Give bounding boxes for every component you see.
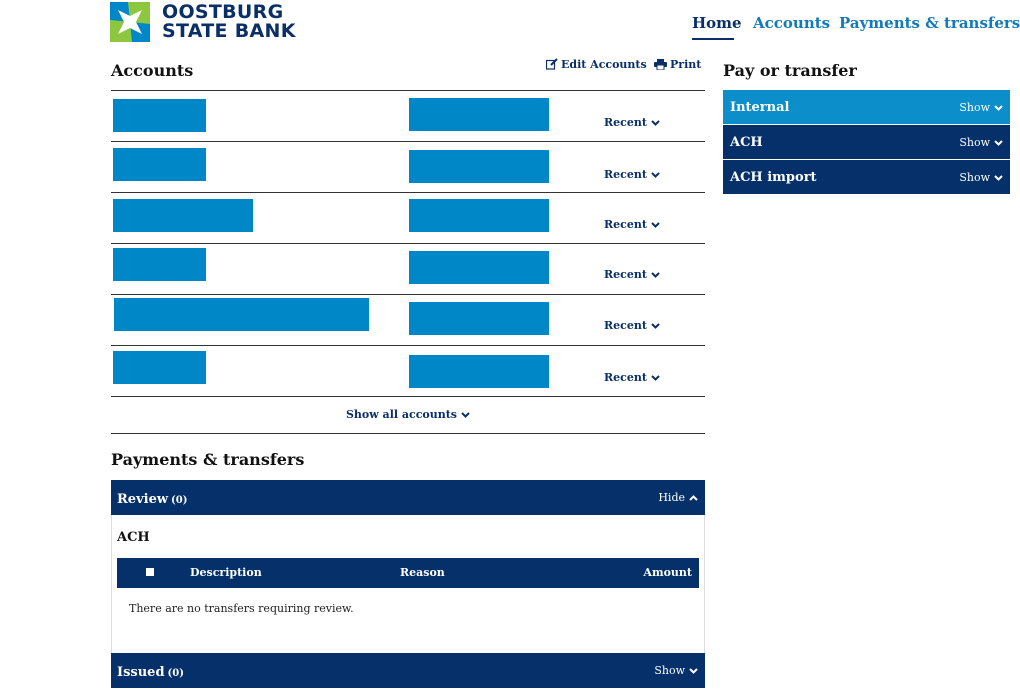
show-all-row: Show all accounts bbox=[111, 396, 705, 434]
edit-accounts-label: Edit Accounts bbox=[561, 58, 647, 71]
bank-name-line2: STATE BANK bbox=[162, 20, 296, 42]
account-balance-redacted bbox=[409, 150, 549, 183]
pay-option-ach-import[interactable]: ACH import Show bbox=[723, 160, 1010, 194]
nav-home[interactable]: Home bbox=[692, 14, 742, 32]
issued-label: Issued bbox=[117, 665, 165, 680]
bank-logo[interactable] bbox=[110, 2, 300, 44]
column-reason[interactable]: Reason bbox=[400, 566, 445, 579]
payments-transfers-title: Payments & transfers bbox=[111, 450, 305, 469]
account-balance-redacted bbox=[409, 98, 549, 131]
show-all-label: Show all accounts bbox=[345, 408, 458, 421]
show-all-accounts-link[interactable]: Show all accounts bbox=[111, 408, 705, 421]
review-bar[interactable]: Review (0) Hide bbox=[111, 480, 705, 515]
account-row[interactable]: Recent bbox=[111, 294, 705, 345]
recent-label: Recent bbox=[604, 371, 647, 384]
chevron-down-icon bbox=[651, 375, 660, 381]
show-toggle-label: Show bbox=[654, 664, 685, 677]
show-toggle[interactable]: Show bbox=[654, 664, 698, 677]
accounts-list: Recent Recent Recent Recent Recent Recen… bbox=[111, 90, 705, 434]
recent-toggle[interactable]: Recent bbox=[604, 319, 660, 332]
nav-accounts[interactable]: Accounts bbox=[753, 14, 831, 32]
chevron-down-icon bbox=[651, 120, 660, 126]
hide-toggle[interactable]: Hide bbox=[658, 491, 698, 504]
show-toggle[interactable]: Show bbox=[959, 171, 1003, 184]
select-all-checkbox[interactable] bbox=[146, 568, 154, 576]
account-balance-redacted bbox=[409, 199, 549, 232]
accounts-title: Accounts bbox=[111, 61, 194, 80]
issued-bar[interactable]: Issued (0) Show bbox=[111, 653, 705, 688]
pay-or-transfer-title: Pay or transfer bbox=[723, 61, 857, 80]
review-count: (0) bbox=[171, 495, 188, 506]
recent-label: Recent bbox=[604, 218, 647, 231]
recent-toggle[interactable]: Recent bbox=[604, 268, 660, 281]
pay-option-label: ACH import bbox=[730, 169, 817, 185]
show-toggle-label: Show bbox=[959, 135, 990, 149]
chevron-down-icon bbox=[461, 412, 470, 418]
chevron-down-icon bbox=[994, 104, 1003, 111]
print-label: Print bbox=[670, 58, 702, 71]
account-row[interactable]: Recent bbox=[111, 141, 705, 192]
ach-subtitle: ACH bbox=[117, 530, 150, 545]
chevron-down-icon bbox=[651, 172, 660, 178]
hide-toggle-label: Hide bbox=[658, 491, 685, 504]
printer-icon bbox=[654, 59, 667, 71]
account-row[interactable]: Recent bbox=[111, 192, 705, 243]
show-toggle[interactable]: Show bbox=[959, 136, 1003, 149]
recent-label: Recent bbox=[604, 116, 647, 129]
logo-mark-icon bbox=[110, 2, 150, 42]
recent-label: Recent bbox=[604, 319, 647, 332]
recent-label: Recent bbox=[604, 168, 647, 181]
account-name-redacted[interactable] bbox=[113, 199, 253, 232]
account-row[interactable]: Recent bbox=[111, 345, 705, 396]
pay-option-label: Internal bbox=[730, 99, 790, 115]
column-description[interactable]: Description bbox=[190, 566, 262, 579]
chevron-down-icon bbox=[994, 139, 1003, 146]
pay-option-label: ACH bbox=[730, 134, 763, 150]
chevron-down-icon bbox=[651, 222, 660, 228]
account-balance-redacted bbox=[409, 302, 549, 335]
chevron-down-icon bbox=[689, 668, 698, 674]
edit-accounts-link[interactable]: Edit Accounts bbox=[545, 58, 647, 71]
account-name-redacted[interactable] bbox=[113, 148, 206, 181]
account-balance-redacted bbox=[409, 251, 549, 284]
nav-payments-transfers[interactable]: Payments & transfers bbox=[839, 14, 1020, 32]
recent-toggle[interactable]: Recent bbox=[604, 116, 660, 129]
edit-icon bbox=[545, 58, 558, 70]
chevron-down-icon bbox=[651, 272, 660, 278]
review-label: Review bbox=[117, 492, 169, 507]
empty-state-message: There are no transfers requiring review. bbox=[129, 602, 354, 615]
pay-option-internal[interactable]: Internal Show bbox=[723, 90, 1010, 124]
account-name-redacted[interactable] bbox=[113, 99, 206, 132]
pay-or-transfer-panel: Internal Show ACH Show ACH import Show bbox=[723, 90, 1010, 195]
chevron-up-icon bbox=[689, 495, 698, 501]
account-name-redacted[interactable] bbox=[113, 351, 206, 384]
account-row[interactable]: Recent bbox=[111, 90, 705, 141]
chevron-down-icon bbox=[651, 323, 660, 329]
recent-toggle[interactable]: Recent bbox=[604, 168, 660, 181]
bank-name: OOSTBURG STATE BANK bbox=[162, 3, 296, 41]
show-toggle[interactable]: Show bbox=[959, 101, 1003, 114]
chevron-down-icon bbox=[994, 174, 1003, 181]
pay-option-ach[interactable]: ACH Show bbox=[723, 125, 1010, 159]
show-toggle-label: Show bbox=[959, 100, 990, 114]
recent-toggle[interactable]: Recent bbox=[604, 218, 660, 231]
column-amount[interactable]: Amount bbox=[643, 566, 692, 579]
recent-toggle[interactable]: Recent bbox=[604, 371, 660, 384]
bank-name-line1: OOSTBURG bbox=[162, 1, 284, 23]
issued-count: (0) bbox=[167, 668, 184, 679]
show-toggle-label: Show bbox=[959, 170, 990, 184]
recent-label: Recent bbox=[604, 268, 647, 281]
nav-active-indicator bbox=[692, 38, 734, 40]
account-row[interactable]: Recent bbox=[111, 243, 705, 294]
review-table-header: Description Reason Amount bbox=[117, 558, 699, 588]
account-balance-redacted bbox=[409, 355, 549, 388]
print-link[interactable]: Print bbox=[654, 58, 701, 71]
account-name-redacted[interactable] bbox=[113, 248, 206, 281]
account-name-redacted[interactable] bbox=[114, 298, 369, 331]
